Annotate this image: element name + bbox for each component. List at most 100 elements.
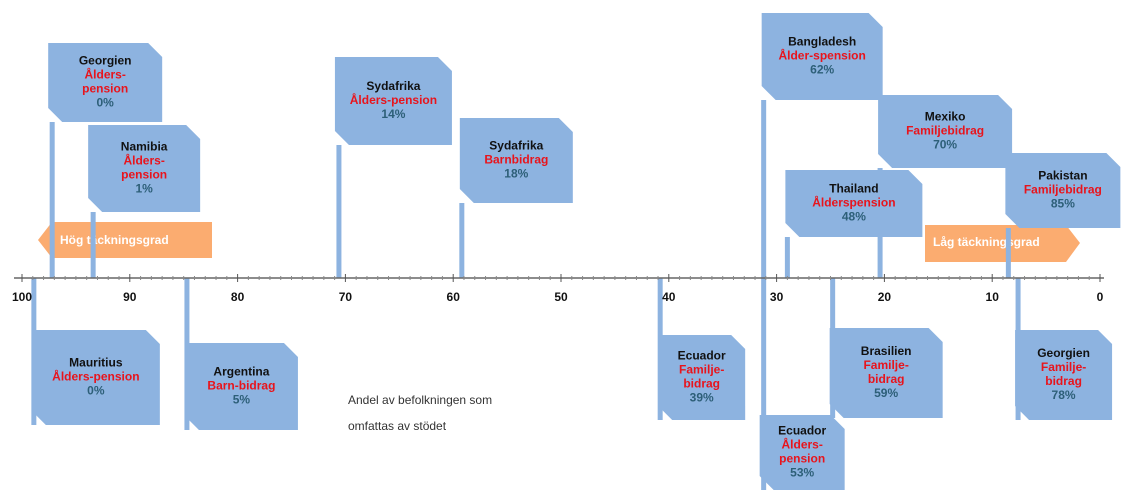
flag-text: pension [779,452,825,466]
flag-pole [336,145,342,278]
flag-text: bidrag [868,372,905,386]
x-tick-label: 90 [123,290,137,304]
flag-text: Sydafrika [489,139,543,153]
flag-box [1005,153,1121,228]
flag-text: Namibia [121,140,168,154]
flag-text: 14% [381,107,405,121]
x-tick-label: 60 [447,290,461,304]
flag-box [878,95,1013,168]
flag-box [88,125,201,212]
flag-box [658,335,746,420]
flag-pole [459,203,465,278]
flag-text: Ålders-pension [350,92,437,107]
flag-box [829,328,943,418]
flag-text: 0% [87,384,105,398]
flag-text: Familjebidrag [1024,183,1102,197]
flag-text: bidrag [1045,374,1082,388]
flag-text: 48% [842,210,866,224]
flag-text: 1% [135,182,153,196]
flag-text: Ålders- [781,437,822,452]
flag-text: 70% [933,138,957,152]
flag-box [761,13,883,100]
flag-box [759,415,845,490]
arrow-left [38,222,212,258]
x-tick-label: 0 [1097,290,1104,304]
flag-box [31,330,160,425]
flag-box [1015,330,1113,420]
flag-text: Ålders- [85,67,126,82]
flag-box [48,43,163,122]
flag-text: Argentina [213,365,269,379]
x-tick-label: 10 [986,290,1000,304]
flag-text: Mexiko [925,110,966,124]
flag-text: 0% [97,96,115,110]
flag-text: 5% [233,393,251,407]
x-tick-label: 20 [878,290,892,304]
caption: Andel av befolkningen som [348,393,492,407]
flag-pole [761,278,767,490]
flag-text: Familje- [679,363,724,377]
flag-text: 62% [810,63,834,77]
flag-text: Ålders- [123,153,164,168]
flag-text: 59% [874,386,898,400]
flag-text: pension [121,168,167,182]
flag-text: Brasilien [861,344,912,358]
flag-text: Ålders-pension [52,369,139,384]
flag-text: Ecuador [778,424,826,438]
x-tick-label: 40 [662,290,676,304]
flag-text: 18% [504,167,528,181]
x-tick-label: 80 [231,290,245,304]
flag-text: Thailand [829,182,878,196]
x-tick-label: 70 [339,290,353,304]
flag-text: 39% [690,391,714,405]
x-tick-label: 30 [770,290,784,304]
arrow-label: Låg täckningsgrad [933,235,1040,249]
flag-text: 78% [1052,388,1076,402]
flag-pole [761,100,767,278]
flag-text: bidrag [683,377,720,391]
flag-text: Georgien [1037,346,1090,360]
x-tick-label: 50 [554,290,568,304]
x-tick-label: 100 [12,290,32,304]
flag-text: Barnbidrag [484,153,548,167]
flag-box [459,118,573,203]
flag-text: Ecuador [678,349,726,363]
flag-text: pension [82,82,128,96]
flag-text: Ålder-spension [778,48,865,63]
flag-text: Mauritius [69,356,123,370]
flag-text: Familjebidrag [906,124,984,138]
flag-pole [784,237,790,278]
flag-box [785,170,923,237]
flag-text: Barn-bidrag [207,379,275,393]
flag-text: Ålderspension [812,195,895,210]
flag-pole [1005,228,1011,278]
arrow-right [925,225,1080,262]
flag-text: Bangladesh [788,35,856,49]
caption: omfattas av stödet [348,419,447,433]
flag-text: Familje- [1041,360,1086,374]
arrow-label: Hög täckningsgrad [60,233,169,247]
flag-box [334,57,452,145]
flag-box [184,343,298,430]
flag-text: Georgien [79,54,132,68]
flag-pole [90,212,96,278]
flag-text: 85% [1051,197,1075,211]
flag-pole [49,122,55,278]
flag-text: Familje- [863,358,908,372]
flag-text: 53% [790,466,814,480]
